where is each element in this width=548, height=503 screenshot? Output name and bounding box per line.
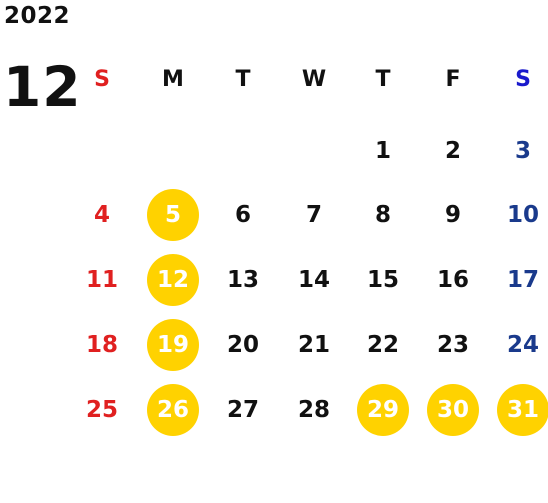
day-number: 25 <box>85 397 118 423</box>
day-number: 16 <box>436 267 469 293</box>
day-number: 24 <box>506 332 539 358</box>
day-number: 6 <box>234 202 251 228</box>
day-cell[interactable]: 1 <box>355 126 411 176</box>
day-cell[interactable]: 4 <box>74 190 130 240</box>
day-number: 23 <box>436 332 469 358</box>
day-cell[interactable]: 2 <box>425 126 481 176</box>
highlight-circle <box>147 254 199 306</box>
highlight-circle <box>147 189 199 241</box>
day-cell[interactable]: 17 <box>495 255 548 305</box>
day-cell[interactable]: 18 <box>74 320 130 370</box>
day-number: 29 <box>366 397 399 423</box>
weekday-header: W <box>301 67 327 92</box>
day-cell[interactable]: 21 <box>286 320 342 370</box>
day-cell[interactable]: 9 <box>425 190 481 240</box>
day-number: 28 <box>297 397 330 423</box>
highlight-circle <box>147 319 199 371</box>
weekday-header: F <box>445 67 461 92</box>
highlight-circle <box>357 384 409 436</box>
day-cell[interactable]: 12 <box>145 254 201 306</box>
weekday-header: S <box>515 67 531 92</box>
day-number: 12 <box>156 267 189 293</box>
day-cell[interactable]: 3 <box>495 126 548 176</box>
day-number: 10 <box>506 202 539 228</box>
day-cell[interactable]: 8 <box>355 190 411 240</box>
day-cell[interactable]: 24 <box>495 320 548 370</box>
day-number: 9 <box>444 202 461 228</box>
day-number: 18 <box>85 332 118 358</box>
day-number: 4 <box>93 202 110 228</box>
day-cell[interactable]: 26 <box>145 384 201 436</box>
day-cell[interactable]: 7 <box>286 190 342 240</box>
day-cell[interactable]: 22 <box>355 320 411 370</box>
day-number: 7 <box>305 202 322 228</box>
day-number: 14 <box>297 267 330 293</box>
weekday-header: T <box>375 67 391 92</box>
day-number: 2 <box>444 138 461 164</box>
day-number: 31 <box>506 397 539 423</box>
day-cell[interactable]: 6 <box>215 190 271 240</box>
day-number: 19 <box>156 332 189 358</box>
day-cell[interactable]: 14 <box>286 255 342 305</box>
day-number: 20 <box>226 332 259 358</box>
day-cell[interactable]: 13 <box>215 255 271 305</box>
day-cell[interactable]: 29 <box>355 384 411 436</box>
day-cell[interactable]: 31 <box>495 384 548 436</box>
weekday-header: T <box>235 67 251 92</box>
day-cell[interactable]: 28 <box>286 385 342 435</box>
day-number: 8 <box>374 202 391 228</box>
highlight-circle <box>497 384 548 436</box>
day-cell[interactable]: 16 <box>425 255 481 305</box>
day-number: 3 <box>514 138 531 164</box>
day-number: 15 <box>366 267 399 293</box>
day-cell[interactable]: 15 <box>355 255 411 305</box>
weekday-header: M <box>162 67 184 92</box>
day-number: 5 <box>164 202 181 228</box>
day-cell[interactable]: 27 <box>215 385 271 435</box>
day-number: 22 <box>366 332 399 358</box>
year-label: 2022 <box>4 3 71 29</box>
day-cell[interactable]: 11 <box>74 255 130 305</box>
highlight-circle <box>427 384 479 436</box>
day-cell[interactable]: 30 <box>425 384 481 436</box>
month-number: 12 <box>3 55 82 119</box>
day-cell[interactable]: 25 <box>74 385 130 435</box>
day-number: 30 <box>436 397 469 423</box>
day-number: 17 <box>506 267 539 293</box>
day-number: 26 <box>156 397 189 423</box>
day-number: 21 <box>297 332 330 358</box>
day-cell[interactable]: 5 <box>145 189 201 241</box>
highlight-circle <box>147 384 199 436</box>
day-cell[interactable]: 10 <box>495 190 548 240</box>
day-number: 13 <box>226 267 259 293</box>
day-number: 1 <box>374 138 391 164</box>
day-number: 27 <box>226 397 259 423</box>
weekday-header: S <box>94 67 110 92</box>
day-cell[interactable]: 19 <box>145 319 201 371</box>
day-cell[interactable]: 20 <box>215 320 271 370</box>
day-number: 11 <box>85 267 118 293</box>
day-cell[interactable]: 23 <box>425 320 481 370</box>
